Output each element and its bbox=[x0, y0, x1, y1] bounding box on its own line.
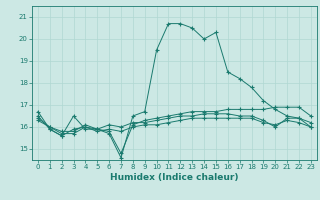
X-axis label: Humidex (Indice chaleur): Humidex (Indice chaleur) bbox=[110, 173, 239, 182]
